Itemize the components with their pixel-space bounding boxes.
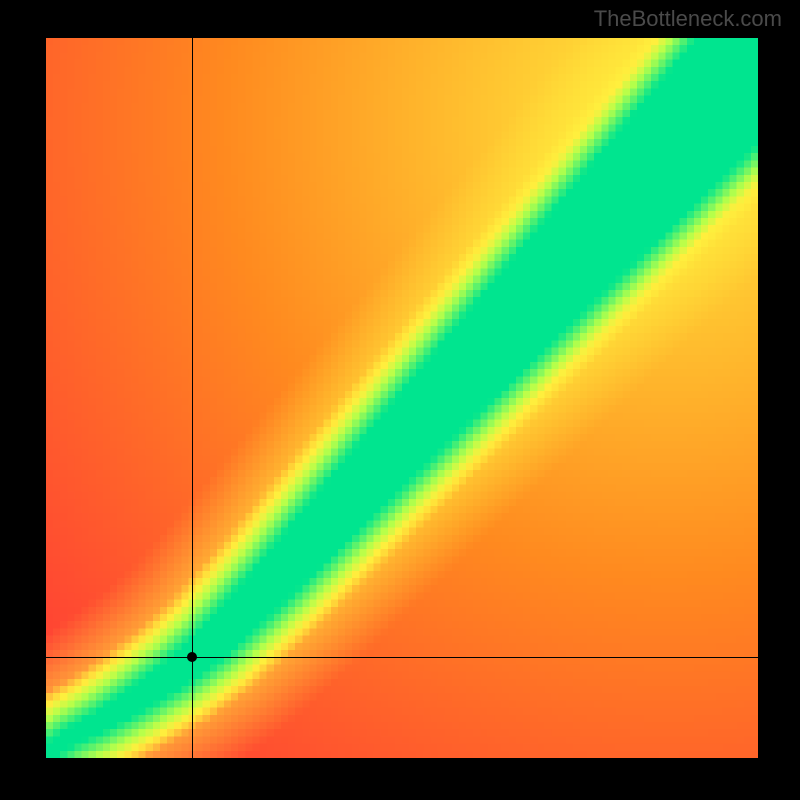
crosshair-marker (187, 652, 197, 662)
crosshair-horizontal (46, 657, 758, 658)
crosshair-vertical (192, 38, 193, 758)
heatmap-canvas (46, 38, 758, 758)
heatmap-plot-area (46, 38, 758, 758)
watermark-text: TheBottleneck.com (594, 6, 782, 32)
